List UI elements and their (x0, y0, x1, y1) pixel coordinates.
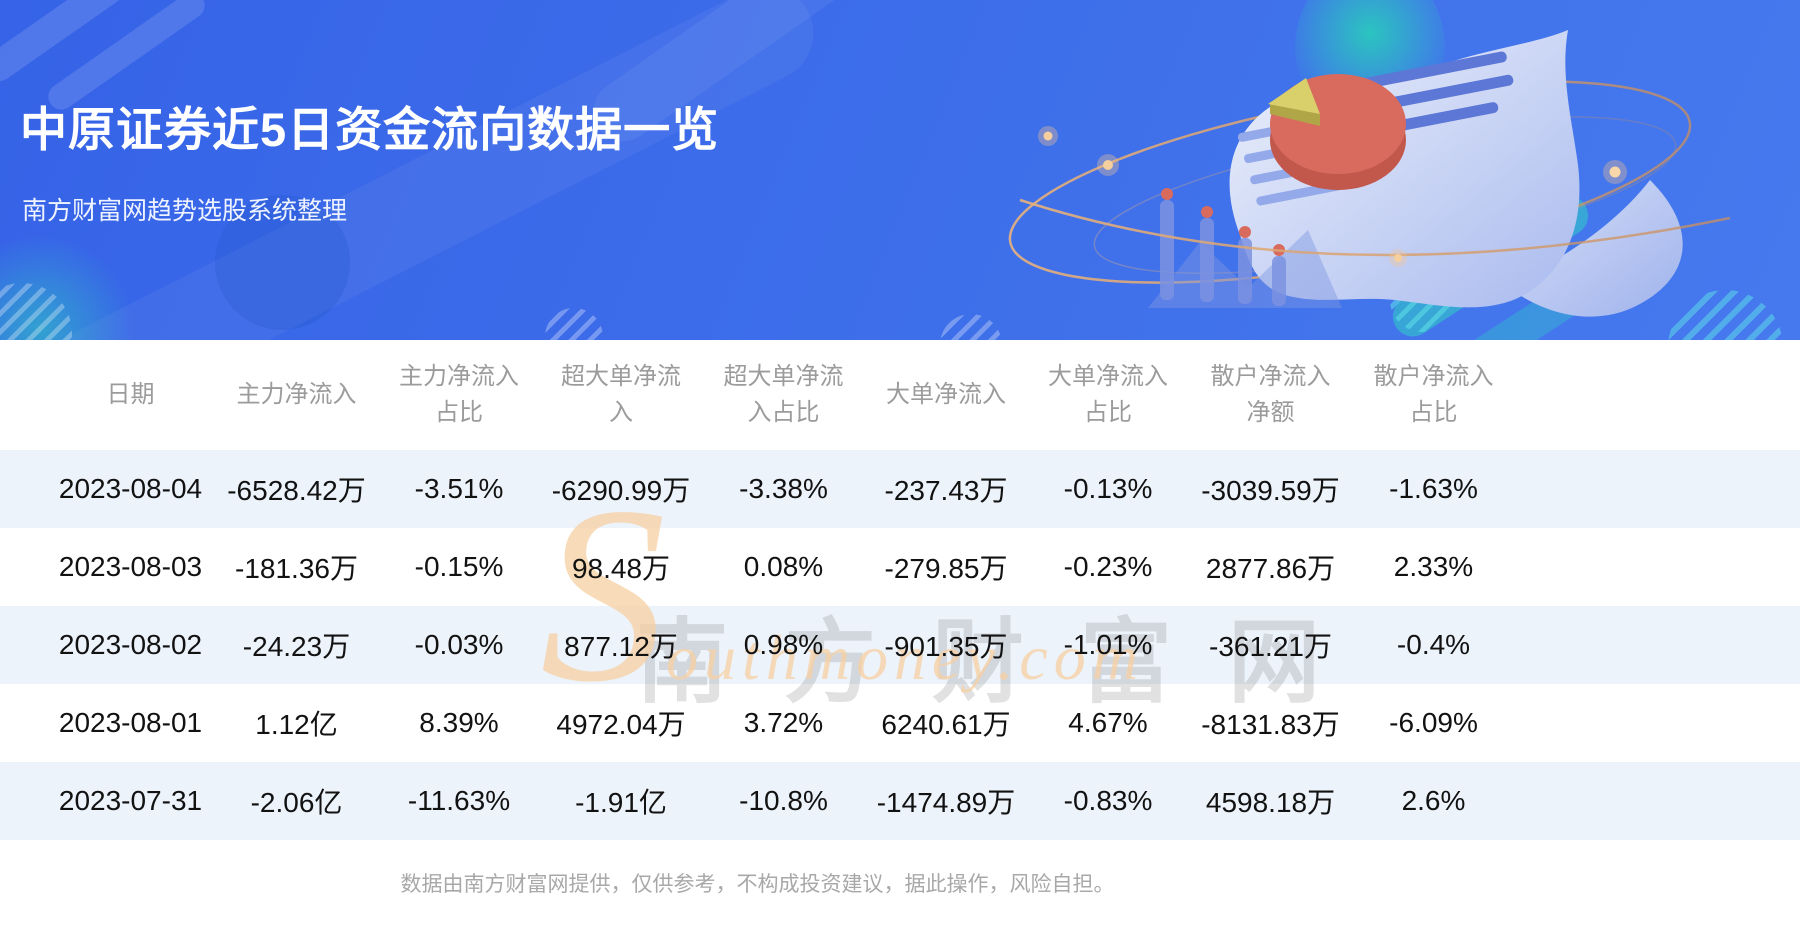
cell: -10.8% (739, 785, 828, 816)
cell: 4.67% (1068, 707, 1148, 738)
cell-spacer (1515, 528, 1800, 606)
cell-date: 2023-08-02 (58, 629, 203, 660)
cell: -8131.83万 (1201, 709, 1340, 740)
cell: -6.09% (1389, 707, 1478, 738)
cell: 0.08% (743, 551, 824, 582)
table-row: 2023-08-04 -6528.42万 -3.51% -6290.99万 -3… (0, 450, 1800, 528)
cell: -237.43万 (884, 475, 1008, 506)
cell-date: 2023-07-31 (58, 785, 203, 816)
cell-date: 2023-08-03 (58, 551, 203, 582)
col-header-date: 日期 (106, 381, 155, 408)
cell: -1.01% (1063, 629, 1153, 660)
col-header-main-net-inflow: 主力净流入 (236, 381, 357, 408)
cell-spacer (1515, 684, 1800, 762)
cell: 3.72% (743, 707, 824, 738)
cell: -3.51% (414, 473, 504, 504)
decor-circle (215, 195, 350, 330)
cell: -901.35万 (884, 631, 1008, 662)
cell: 98.48万 (571, 553, 671, 584)
cell: 877.12万 (564, 631, 678, 662)
cell: -0.15% (414, 551, 504, 582)
pie-chart (1268, 74, 1406, 190)
decor-hatched-circle (545, 308, 603, 340)
page-title: 中原证券近5日资金流向数据一览 (20, 103, 720, 157)
bar-chart (1160, 188, 1286, 306)
col-header-xl-order-net-inflow: 超大单净流入 (561, 363, 681, 426)
cell-spacer (1515, 606, 1800, 684)
cell: 1.12亿 (255, 709, 338, 740)
mountain-shape (1148, 230, 1342, 308)
cell: -11.63% (407, 785, 511, 816)
paper-curl (1505, 180, 1683, 317)
cell: 0.98% (743, 629, 824, 660)
banner: 中原证券近5日资金流向数据一览 南方财富网趋势选股系统整理 (0, 0, 1800, 340)
cell: -1474.89万 (876, 787, 1016, 818)
cell-date: 2023-08-04 (58, 473, 203, 504)
finance-report-illustration (1008, 30, 1731, 317)
cell: -3.38% (739, 473, 828, 504)
cell: -181.36万 (235, 553, 358, 584)
col-header-spacer (1515, 340, 1800, 450)
cell: 2877.86万 (1205, 553, 1336, 584)
cell: 8.39% (419, 707, 499, 738)
cell-spacer (1515, 450, 1800, 528)
cell: -0.03% (414, 629, 504, 660)
header-row: 日期 主力净流入 主力净流入占比 超大单净流入 超大单净流入占比 大单净流入 大… (0, 340, 1800, 450)
cell: 6240.61万 (881, 709, 1011, 740)
table-row: 2023-08-03 -181.36万 -0.15% 98.48万 0.08% … (0, 528, 1800, 606)
col-header-xl-order-net-inflow-pct: 超大单净流入占比 (723, 363, 844, 426)
cell: -24.23万 (242, 631, 351, 662)
fund-flow-table-area: 南方财富网 Southmoney.com 日期 主力净流入 主力净流入占比 超大… (0, 340, 1800, 898)
cell: -0.83% (1063, 785, 1153, 816)
table-row: 2023-08-01 1.12亿 8.39% 4972.04万 3.72% 62… (0, 684, 1800, 762)
cell: -1.91亿 (575, 787, 667, 818)
cell-spacer (1515, 762, 1800, 840)
cell: -2.06亿 (250, 787, 343, 818)
disclaimer-text: 数据由南方财富网提供，仅供参考，不构成投资建议，据此操作，风险自担。 (400, 873, 1115, 896)
cell-date: 2023-08-01 (58, 707, 203, 738)
decor-hatched-circle (940, 314, 1002, 340)
cell: -279.85万 (884, 553, 1008, 584)
page-subtitle: 南方财富网趋势选股系统整理 (22, 197, 348, 225)
cell: -0.23% (1063, 551, 1153, 582)
cell: -361.21万 (1209, 631, 1332, 662)
fund-flow-table: 日期 主力净流入 主力净流入占比 超大单净流入 超大单净流入占比 大单净流入 大… (0, 340, 1800, 840)
col-header-retail-net-inflow-pct: 散户净流入占比 (1373, 363, 1494, 426)
table-row: 2023-08-02 -24.23万 -0.03% 877.12万 0.98% … (0, 606, 1800, 684)
cell: -6528.42万 (227, 475, 366, 506)
cell: -3039.59万 (1201, 475, 1340, 506)
cell: -0.4% (1396, 629, 1471, 660)
cell: 2.33% (1393, 551, 1474, 582)
orbit-dots (1038, 126, 1627, 267)
orbit-ring-front (1019, 198, 1731, 257)
cell: -6290.99万 (551, 475, 691, 506)
col-header-retail-net-inflow: 散户净流入净额 (1210, 363, 1331, 426)
cell: 4598.18万 (1205, 787, 1336, 818)
col-header-large-order-net-inflow-pct: 大单净流入占比 (1048, 363, 1168, 426)
col-header-main-net-inflow-pct: 主力净流入占比 (399, 363, 519, 426)
table-row: 2023-07-31 -2.06亿 -11.63% -1.91亿 -10.8% … (0, 762, 1800, 840)
cell: -1.63% (1389, 473, 1478, 504)
cell: 2.6% (1401, 785, 1466, 816)
cell: 4972.04万 (556, 709, 686, 740)
cell: -0.13% (1063, 473, 1153, 504)
col-header-large-order-net-inflow: 大单净流入 (886, 381, 1006, 408)
